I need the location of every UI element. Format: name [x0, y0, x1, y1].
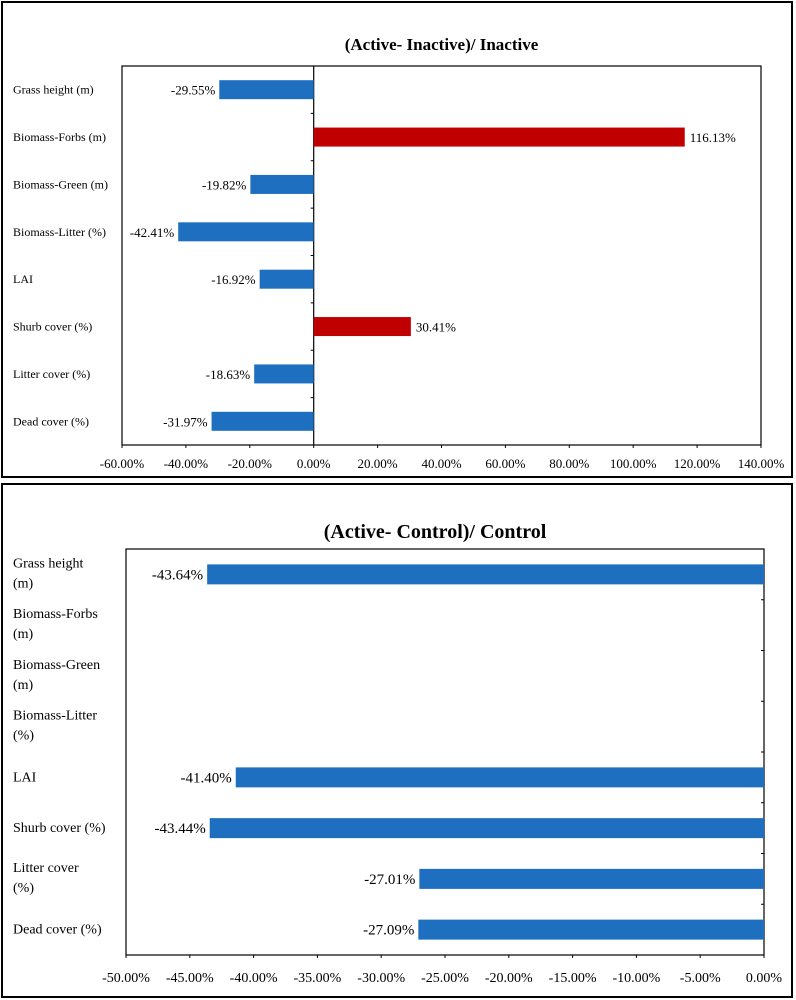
data-label: 116.13% [690, 130, 736, 145]
x-tick-label: 60.00% [485, 456, 525, 471]
x-tick-label: -35.00% [293, 971, 341, 986]
x-tick-label: 120.00% [674, 456, 721, 471]
category-label: Shurb cover (%) [13, 320, 92, 334]
data-label: -43.44% [154, 821, 205, 837]
data-label: -29.55% [171, 83, 216, 98]
data-label: -31.97% [163, 414, 208, 429]
data-label: -42.41% [130, 225, 175, 240]
chart-title: (Active- Inactive)/ Inactive [345, 35, 539, 54]
x-tick-label: 20.00% [358, 456, 398, 471]
data-label: -18.63% [206, 367, 251, 382]
x-tick-label: 40.00% [421, 456, 461, 471]
bar-negative [418, 919, 764, 940]
bar-positive [313, 317, 411, 337]
x-tick-label: -15.00% [549, 971, 597, 986]
x-tick-label: 0.00% [297, 456, 331, 471]
x-tick-label: -20.00% [485, 971, 533, 986]
bar-negative [235, 767, 765, 788]
bar-negative [419, 868, 764, 889]
bar-negative [178, 222, 314, 242]
bar-negative [207, 564, 765, 585]
bar-positive [313, 127, 685, 147]
x-tick-label: -60.00% [100, 456, 145, 471]
data-label: -41.40% [180, 770, 231, 786]
bar-negative [254, 364, 314, 384]
x-tick-label: 0.00% [746, 971, 783, 986]
x-tick-label: -40.00% [164, 456, 209, 471]
category-label: Biomass-Green (m) [13, 658, 100, 693]
category-label: Shurb cover (%) [13, 821, 106, 836]
plot-frame [121, 65, 762, 446]
bar-negative [259, 269, 314, 289]
chart-title: (Active- Control)/ Control [324, 521, 547, 543]
category-label: Dead cover (%) [13, 923, 102, 938]
x-tick-label: -40.00% [230, 971, 278, 986]
x-tick-label: -30.00% [357, 971, 405, 986]
x-tick-label: -20.00% [228, 456, 273, 471]
bar-negative [209, 818, 765, 839]
chart-panel-inactive: (Active- Inactive)/ Inactive -60.00% -40.0… [1, 1, 793, 478]
category-label: LAI [13, 272, 33, 286]
data-label: 30.41% [416, 320, 456, 335]
x-tick-label: -50.00% [102, 971, 150, 986]
x-tick-label: -45.00% [166, 971, 214, 986]
data-label: -19.82% [202, 177, 247, 192]
chart-inactive: (Active- Inactive)/ Inactive -60.00% -40.0… [13, 35, 785, 471]
x-tick-label: -25.00% [421, 971, 469, 986]
category-label: Grass height (m) [13, 556, 83, 591]
category-label: Biomass-Green (m) [13, 177, 108, 191]
category-label: Biomass-Litter (%) [13, 709, 97, 744]
category-label: Biomass-Litter (%) [13, 225, 106, 239]
data-label: -27.01% [364, 872, 415, 888]
data-label: -16.92% [211, 272, 256, 287]
chart-control: (Active- Control)/ Control -50.00% -45.00%… [13, 521, 783, 986]
category-label: Biomass-Forbs (m) [13, 130, 106, 144]
category-label: Litter cover (%) [13, 367, 90, 381]
plot-frame [125, 548, 765, 956]
x-tick-label: 80.00% [549, 456, 589, 471]
x-tick-label: -5.00% [680, 971, 721, 986]
bar-negative [250, 174, 314, 194]
category-label: Dead cover (%) [13, 414, 89, 428]
data-label: -43.64% [152, 567, 203, 583]
bar-negative [211, 411, 314, 431]
x-tick-label: 100.00% [610, 456, 657, 471]
category-label: Grass height (m) [13, 83, 94, 97]
bar-negative [219, 80, 314, 100]
x-tick-label: 140.00% [738, 456, 785, 471]
x-tick-label: -10.00% [612, 971, 660, 986]
chart-panel-control: (Active- Control)/ Control -50.00% -45.00%… [1, 483, 793, 998]
category-label: Litter cover (%) [13, 861, 79, 896]
category-label: Biomass-Forbs (m) [13, 607, 98, 642]
category-label: LAI [13, 770, 37, 785]
data-label: -27.09% [363, 923, 414, 939]
